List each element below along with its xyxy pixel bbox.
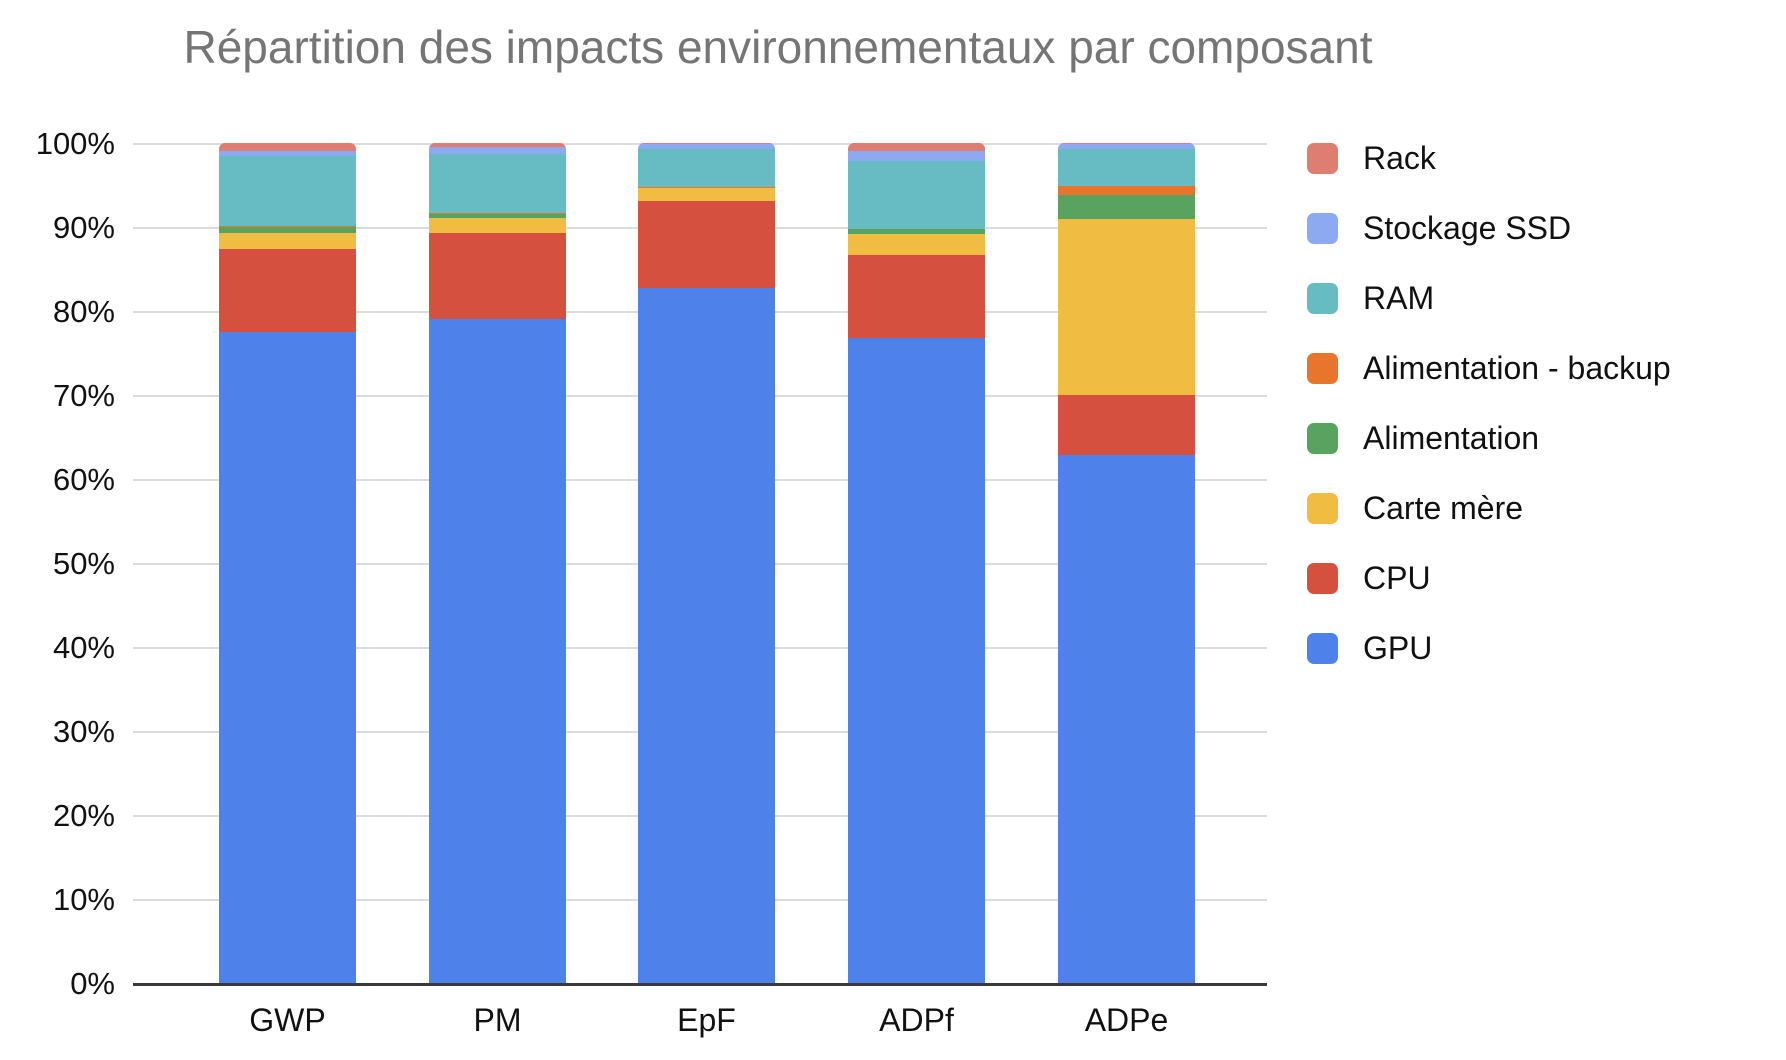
- y-tick-label-0%: 0%: [70, 966, 115, 1001]
- x-tick-label-ADPe: ADPe: [1084, 1002, 1169, 1038]
- segment-GWP-Carte mère[interactable]: [219, 232, 356, 249]
- segment-ADPe-Alimentation[interactable]: [1058, 195, 1195, 219]
- x-tick-label-GWP: GWP: [249, 1002, 326, 1038]
- bar-EpF[interactable]: [638, 143, 775, 983]
- segment-GWP-Alimentation[interactable]: [219, 226, 356, 233]
- y-tick-label-100%: 100%: [35, 126, 115, 161]
- segment-PM-GPU[interactable]: [429, 319, 566, 983]
- y-tick-label-80%: 80%: [52, 294, 115, 329]
- legend-item-RAM[interactable]: RAM: [1307, 263, 1671, 333]
- segment-PM-Rack[interactable]: [429, 143, 566, 148]
- legend-swatch-icon: [1307, 352, 1338, 384]
- legend-label: RAM: [1363, 279, 1435, 316]
- segment-ADPf-Stockage SSD[interactable]: [848, 151, 985, 162]
- legend-swatch-icon: [1307, 142, 1338, 174]
- segment-GWP-Alimentation - backup[interactable]: [219, 226, 356, 227]
- legend-swatch-icon: [1307, 562, 1338, 594]
- segment-EpF-GPU[interactable]: [638, 288, 775, 983]
- y-tick-label-70%: 70%: [52, 378, 115, 413]
- segment-ADPf-Alimentation[interactable]: [848, 229, 985, 234]
- segment-EpF-Stockage SSD[interactable]: [638, 143, 775, 149]
- segment-EpF-RAM[interactable]: [638, 148, 775, 188]
- segment-PM-Stockage SSD[interactable]: [429, 147, 566, 154]
- segment-ADPe-CPU[interactable]: [1058, 394, 1195, 455]
- x-tick-label-EpF: EpF: [677, 1002, 736, 1038]
- segment-PM-CPU[interactable]: [429, 232, 566, 320]
- segment-ADPf-GPU[interactable]: [848, 337, 985, 983]
- segment-GWP-GPU[interactable]: [219, 331, 356, 983]
- segment-ADPf-Carte mère[interactable]: [848, 233, 985, 255]
- segment-ADPe-Stockage SSD[interactable]: [1058, 143, 1195, 149]
- legend: Rack Stockage SSD RAM Alimentation - backup…: [1307, 123, 1671, 683]
- segment-ADPf-Alimentation - backup[interactable]: [848, 228, 985, 230]
- segment-PM-Carte mère[interactable]: [429, 217, 566, 233]
- legend-swatch-icon: [1307, 632, 1338, 664]
- legend-label: CPU: [1363, 559, 1431, 596]
- y-tick-label-40%: 40%: [52, 630, 115, 665]
- legend-item-Carte mère[interactable]: Carte mère: [1307, 473, 1671, 543]
- legend-label: GPU: [1363, 629, 1433, 666]
- legend-swatch-icon: [1307, 212, 1338, 244]
- segment-GWP-Rack[interactable]: [219, 143, 356, 151]
- segment-ADPf-CPU[interactable]: [848, 254, 985, 338]
- bar-GWP[interactable]: [219, 143, 356, 983]
- y-tick-label-60%: 60%: [52, 462, 115, 497]
- legend-item-Alimentation - backup[interactable]: Alimentation - backup: [1307, 333, 1671, 403]
- segment-EpF-Rack[interactable]: [638, 143, 775, 144]
- y-tick-label-90%: 90%: [52, 210, 115, 245]
- chart-title: Répartition des impacts environnementaux…: [183, 21, 1373, 73]
- legend-label: Stockage SSD: [1363, 209, 1572, 246]
- y-tick-label-10%: 10%: [52, 882, 115, 917]
- legend-swatch-icon: [1307, 282, 1338, 314]
- segment-ADPe-RAM[interactable]: [1058, 148, 1195, 186]
- legend-swatch-icon: [1307, 422, 1338, 454]
- bar-ADPf[interactable]: [848, 143, 985, 983]
- legend-label: Alimentation: [1363, 419, 1540, 456]
- segment-PM-Alimentation[interactable]: [429, 213, 566, 218]
- x-axis-line: [133, 983, 1267, 986]
- x-tick-label-ADPf: ADPf: [879, 1002, 954, 1038]
- segment-EpF-Carte mère[interactable]: [638, 188, 775, 201]
- legend-item-CPU[interactable]: CPU: [1307, 543, 1671, 613]
- legend-item-GPU[interactable]: GPU: [1307, 613, 1671, 683]
- y-tick-label-50%: 50%: [52, 546, 115, 581]
- segment-ADPe-Carte mère[interactable]: [1058, 218, 1195, 395]
- bar-PM[interactable]: [429, 143, 566, 983]
- segment-PM-Alimentation - backup[interactable]: [429, 212, 566, 214]
- legend-item-Alimentation[interactable]: Alimentation: [1307, 403, 1671, 473]
- segment-ADPe-GPU[interactable]: [1058, 454, 1195, 983]
- segment-GWP-CPU[interactable]: [219, 248, 356, 332]
- segment-ADPe-Rack[interactable]: [1058, 143, 1195, 144]
- legend-label: Rack: [1363, 139, 1436, 176]
- segment-ADPe-Alimentation - backup[interactable]: [1058, 185, 1195, 196]
- plot-area: 0% 10% 20% 30% 40% 50% 60% 70% 80% 90% 100% GWP PM Ep…: [36, 128, 1267, 1038]
- segment-PM-RAM[interactable]: [429, 153, 566, 213]
- bar-ADPe[interactable]: [1058, 143, 1195, 983]
- segment-EpF-Alimentation - backup[interactable]: [638, 187, 775, 189]
- legend-item-Stockage SSD[interactable]: Stockage SSD: [1307, 193, 1671, 263]
- legend-label: Carte mère: [1363, 489, 1524, 526]
- y-tick-label-30%: 30%: [52, 714, 115, 749]
- segment-EpF-CPU[interactable]: [638, 200, 775, 289]
- segment-GWP-RAM[interactable]: [219, 156, 356, 227]
- legend-item-Rack[interactable]: Rack: [1307, 123, 1671, 193]
- y-tick-label-20%: 20%: [52, 798, 115, 833]
- legend-swatch-icon: [1307, 492, 1338, 524]
- segment-ADPf-Rack[interactable]: [848, 143, 985, 152]
- segment-ADPf-RAM[interactable]: [848, 161, 985, 229]
- legend-label: Alimentation - backup: [1363, 349, 1671, 386]
- x-tick-label-PM: PM: [473, 1002, 522, 1038]
- segment-GWP-Stockage SSD[interactable]: [219, 150, 356, 157]
